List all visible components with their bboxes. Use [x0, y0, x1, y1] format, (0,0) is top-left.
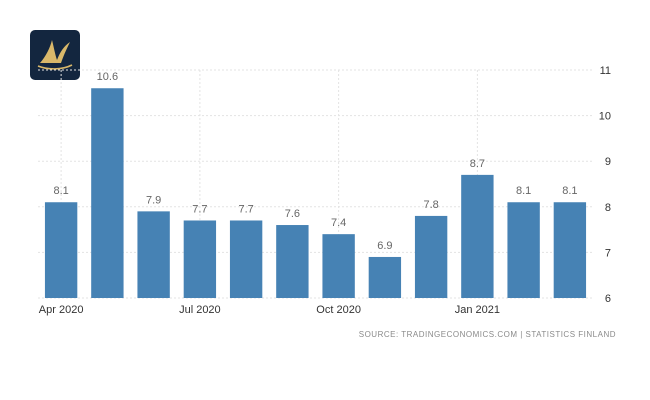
gold-emblem-icon — [37, 40, 73, 70]
x-tick-label: Oct 2020 — [316, 304, 361, 316]
bar — [461, 174, 494, 298]
x-axis-ticks: Apr 2020 Jul 2020 Oct 2020 Jan 2021 — [39, 304, 500, 316]
bar-value-label: 7.4 — [331, 217, 346, 229]
y-axis-ticks: 6 7 8 9 10 11 — [599, 65, 611, 305]
y-tick-label: 7 — [605, 247, 611, 259]
logo — [30, 30, 80, 80]
bar-value-label: 6.9 — [377, 240, 392, 252]
bar-value-label: 8.1 — [562, 185, 577, 197]
bar-value-label: 10.6 — [97, 71, 118, 83]
bar — [322, 234, 355, 298]
bar-value-label: 7.8 — [423, 199, 438, 211]
y-tick-label: 6 — [605, 293, 611, 305]
bar — [507, 202, 540, 298]
bar-value-label: 7.9 — [146, 194, 161, 206]
bar — [276, 225, 309, 298]
source-note: SOURCE: TRADINGECONOMICS.COM | STATISTIC… — [358, 330, 616, 339]
bar — [414, 215, 448, 298]
value-labels: 8.1 10.6 7.9 7.7 7.7 7.6 7.4 6.9 7.8 8.7 8.1 8.1 — [53, 71, 577, 252]
x-tick-label: Apr 2020 — [39, 304, 84, 316]
bar-value-label: 7.6 — [285, 208, 300, 220]
y-tick-label: 8 — [605, 202, 611, 214]
bar-value-label: 8.7 — [470, 158, 485, 170]
bar — [44, 202, 78, 298]
bar-value-label: 8.1 — [53, 185, 68, 197]
bar-value-label: 8.1 — [516, 185, 531, 197]
x-tick-label: Jul 2020 — [179, 304, 221, 316]
y-tick-label: 9 — [605, 156, 611, 168]
y-tick-label: 11 — [600, 65, 611, 77]
bars — [44, 88, 587, 299]
bar — [368, 256, 402, 298]
bar — [91, 88, 124, 299]
bar — [229, 220, 263, 298]
y-tick-label: 10 — [599, 111, 611, 123]
bar — [137, 211, 170, 298]
bar-value-label: 7.7 — [192, 203, 207, 215]
x-tick-label: Jan 2021 — [455, 304, 500, 316]
bar — [553, 202, 587, 298]
bar — [183, 220, 217, 298]
bar-value-label: 7.7 — [238, 203, 253, 215]
